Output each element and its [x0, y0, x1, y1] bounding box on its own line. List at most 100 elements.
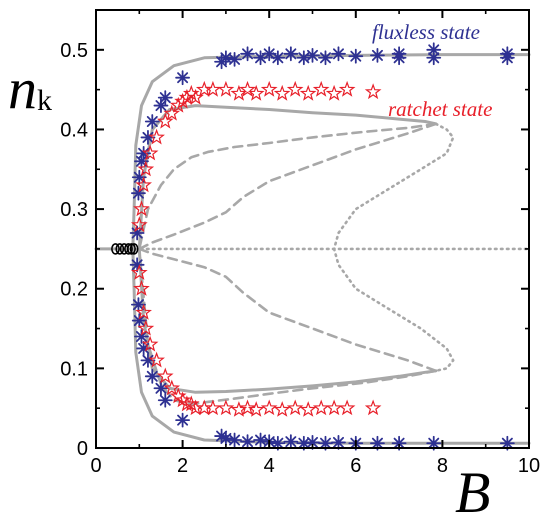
asterisk-marker-41 [218, 431, 234, 446]
star-marker-29 [135, 303, 152, 320]
asterisk-marker-42 [227, 432, 242, 448]
asterisk-marker-38 [157, 392, 173, 408]
asterisk-marker-17 [283, 46, 299, 62]
asterisk-marker-44 [253, 432, 268, 448]
annotation-ratchet-state: ratchet state [388, 97, 492, 121]
x-tick-label: 10 [518, 455, 540, 477]
x-tick-label: 4 [264, 455, 275, 477]
y-axis-label: nk [8, 56, 52, 121]
asterisk-marker-32 [131, 313, 147, 328]
y-tick-label: 0.5 [60, 40, 88, 62]
star-marker-21 [286, 80, 304, 97]
asterisk-marker-16 [270, 50, 286, 66]
star-marker-48 [286, 399, 304, 416]
y-axis-label-sub: k [37, 84, 52, 117]
star-marker-17 [239, 80, 256, 97]
data-points [111, 42, 515, 451]
star-marker-14 [204, 80, 222, 97]
star-marker-51 [325, 399, 343, 416]
y-tick-label: 0.4 [60, 119, 88, 141]
asterisk-marker-33 [134, 329, 149, 344]
asterisk-marker-19 [305, 47, 320, 63]
star-marker-44 [239, 399, 256, 416]
x-tick-label: 8 [437, 455, 448, 477]
star-marker-43 [230, 401, 248, 417]
circle-marker-4 [127, 243, 136, 255]
x-axis-label: B [455, 460, 490, 520]
star-marker-33 [156, 367, 174, 384]
asterisk-marker-37 [153, 380, 169, 396]
asterisk-marker-11 [218, 50, 234, 66]
circle-marker-1 [115, 243, 125, 255]
asterisk-marker-8 [157, 90, 173, 105]
star-marker-18 [247, 84, 265, 101]
asterisk-marker-7 [153, 98, 169, 113]
y-tick-label: 0.1 [60, 358, 88, 380]
asterisk-marker-31 [131, 297, 146, 313]
star-marker-2 [135, 176, 152, 193]
star-marker-45 [247, 401, 265, 417]
theory-curve-dashed-7 [138, 247, 438, 406]
theory-curve-solid-2 [137, 104, 438, 251]
star-marker-6 [156, 112, 174, 129]
theory-curve-dotted-8 [332, 122, 455, 373]
circle-marker-5 [129, 243, 139, 255]
asterisk-marker-39 [175, 412, 191, 428]
theory-curve-solid-1 [131, 247, 531, 445]
asterisk-marker-27 [426, 50, 442, 66]
circle-marker-3 [124, 243, 133, 255]
x-tick-label: 6 [350, 455, 361, 477]
asterisk-marker-36 [144, 368, 160, 384]
asterisk-marker-43 [240, 434, 255, 450]
theory-curve-solid-0 [94, 53, 531, 251]
y-tick-label: 0.3 [60, 199, 88, 221]
star-marker-49 [299, 401, 317, 417]
star-marker-0 [130, 216, 148, 233]
star-marker-42 [217, 399, 235, 416]
asterisk-marker-20 [318, 50, 333, 66]
star-marker-25 [338, 80, 356, 97]
asterisk-marker-22 [348, 48, 364, 64]
asterisk-marker-21 [331, 46, 346, 62]
star-marker-15 [217, 80, 235, 97]
asterisk-marker-6 [144, 114, 160, 129]
asterisk-marker-18 [296, 50, 312, 66]
x-tick-label: 2 [177, 455, 188, 477]
star-marker-5 [148, 128, 165, 145]
asterisk-marker-23 [370, 47, 385, 63]
annotation-fluxless-state: fluxless state [372, 20, 480, 44]
star-marker-28 [133, 279, 150, 296]
star-marker-16 [230, 84, 248, 101]
star-marker-53 [364, 399, 382, 416]
asterisk-marker-13 [240, 46, 255, 62]
star-marker-34 [163, 379, 181, 396]
asterisk-marker-47 [283, 434, 299, 450]
asterisk-marker-49 [305, 435, 320, 450]
star-marker-41 [204, 399, 222, 416]
asterisk-marker-35 [140, 352, 156, 368]
star-marker-20 [273, 84, 291, 101]
asterisk-marker-25 [391, 50, 407, 66]
y-tick-label: 0 [77, 438, 88, 460]
star-marker-24 [325, 84, 343, 101]
star-marker-26 [364, 83, 382, 100]
theory-curve-dashed-5 [138, 122, 438, 251]
asterisk-marker-5 [140, 130, 156, 145]
y-tick-label: 0.2 [60, 279, 88, 301]
star-marker-30 [137, 319, 155, 336]
theory-curve-dashed-4 [138, 122, 438, 251]
asterisk-marker-9 [175, 70, 191, 86]
axis-ticks: 0 2 4 6 8 10 0 0.1 0.2 0.3 0.4 0.5 [60, 10, 540, 477]
star-marker-52 [338, 399, 356, 416]
asterisk-marker-30 [129, 257, 145, 273]
star-marker-7 [163, 104, 181, 121]
asterisk-marker-0 [129, 225, 145, 241]
star-marker-23 [312, 80, 330, 97]
asterisk-marker-51 [331, 435, 346, 450]
asterisk-marker-29 [499, 50, 515, 66]
star-marker-50 [312, 399, 330, 416]
x-tick-label: 0 [90, 455, 101, 477]
star-marker-4 [141, 144, 159, 161]
star-marker-3 [137, 160, 155, 177]
star-marker-37 [178, 395, 196, 412]
